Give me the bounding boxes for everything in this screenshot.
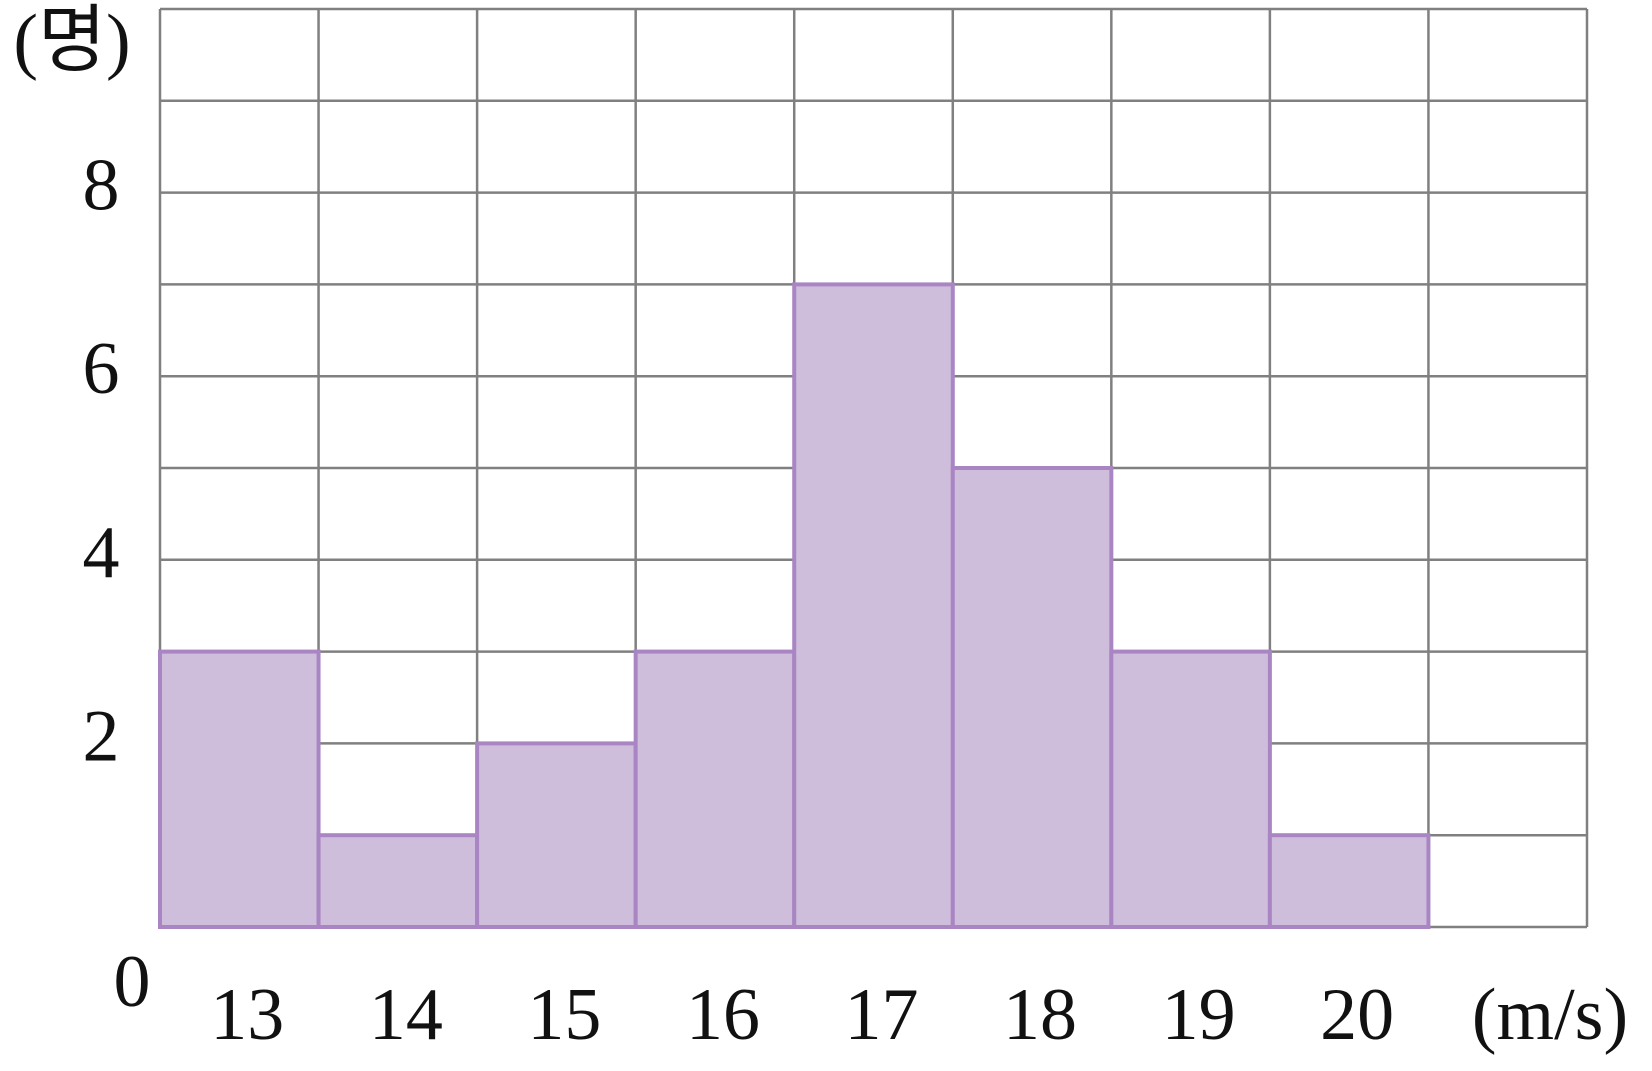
- y-tick-label: 8: [83, 145, 120, 227]
- y-tick-label: 0: [114, 941, 151, 1023]
- x-tick-label: 15: [527, 974, 601, 1056]
- x-tick-label: 20: [1320, 974, 1394, 1056]
- bar: [792, 282, 955, 929]
- y-tick-label: 2: [83, 695, 120, 777]
- y-tick-label: 4: [83, 512, 120, 594]
- bar: [633, 649, 797, 929]
- y-axis-label: (명): [13, 0, 130, 82]
- x-tick-label: 18: [1003, 974, 1077, 1056]
- bar: [1267, 833, 1431, 930]
- bar: [158, 649, 321, 929]
- x-axis-label: (m/s): [1472, 974, 1628, 1056]
- x-tick-label: 16: [686, 974, 760, 1056]
- x-tick-label: 14: [369, 974, 443, 1056]
- x-tick-label: 19: [1162, 974, 1236, 1056]
- bar: [950, 466, 1114, 929]
- x-tick-label: 13: [210, 974, 284, 1056]
- y-tick-label: 6: [83, 328, 120, 410]
- x-tick-label: 17: [845, 974, 919, 1056]
- bar: [1109, 649, 1272, 929]
- bar: [475, 741, 638, 930]
- bar: [316, 833, 480, 930]
